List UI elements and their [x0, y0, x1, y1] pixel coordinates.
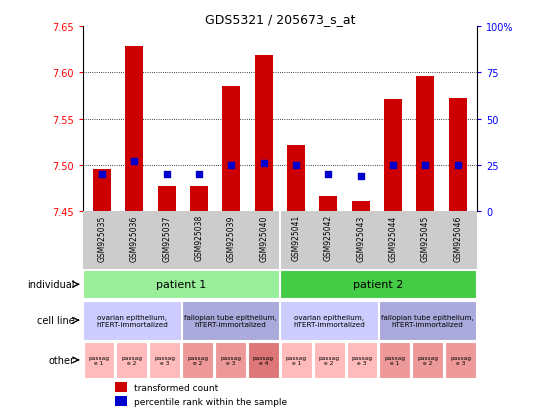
FancyBboxPatch shape: [379, 301, 477, 340]
Point: [454, 162, 462, 169]
Text: passag
e 2: passag e 2: [122, 355, 142, 366]
Point: [130, 159, 139, 165]
Text: GSM925046: GSM925046: [453, 215, 462, 261]
FancyBboxPatch shape: [117, 342, 147, 378]
Text: GSM925036: GSM925036: [130, 215, 139, 261]
Text: GSM925044: GSM925044: [389, 215, 398, 261]
Text: ovarian epithelium,
hTERT-immortalized: ovarian epithelium, hTERT-immortalized: [293, 314, 365, 327]
Text: individual: individual: [27, 280, 75, 290]
FancyBboxPatch shape: [280, 271, 477, 299]
Text: GSM925037: GSM925037: [162, 215, 171, 261]
Point: [163, 171, 171, 178]
Bar: [287, 146, 305, 212]
Text: passag
e 3: passag e 3: [450, 355, 471, 366]
FancyBboxPatch shape: [83, 271, 279, 299]
Text: passag
e 1: passag e 1: [286, 355, 307, 366]
Point: [260, 160, 268, 167]
FancyBboxPatch shape: [182, 342, 213, 378]
Text: passag
e 3: passag e 3: [220, 355, 241, 366]
Bar: [416, 77, 434, 212]
Text: transformed count: transformed count: [134, 383, 218, 392]
FancyBboxPatch shape: [182, 301, 279, 340]
Bar: [125, 47, 143, 212]
Text: passag
e 2: passag e 2: [319, 355, 340, 366]
Text: fallopian tube epithelium,
hTERT-immortalized: fallopian tube epithelium, hTERT-immorta…: [381, 314, 474, 327]
FancyBboxPatch shape: [281, 342, 312, 378]
Text: patient 2: patient 2: [353, 280, 403, 290]
Bar: [222, 87, 240, 212]
Text: passag
e 3: passag e 3: [351, 355, 373, 366]
Text: GSM925045: GSM925045: [421, 215, 430, 261]
Text: cell line: cell line: [37, 316, 75, 325]
Point: [292, 162, 300, 169]
Point: [324, 171, 333, 178]
FancyBboxPatch shape: [149, 342, 180, 378]
Text: passag
e 2: passag e 2: [417, 355, 438, 366]
Text: GSM925038: GSM925038: [195, 215, 204, 261]
FancyBboxPatch shape: [379, 342, 410, 378]
Bar: [116, 382, 127, 392]
Text: GSM925039: GSM925039: [227, 215, 236, 261]
Text: passag
e 2: passag e 2: [187, 355, 208, 366]
FancyBboxPatch shape: [248, 342, 279, 378]
Text: GSM925043: GSM925043: [356, 215, 365, 261]
FancyBboxPatch shape: [314, 342, 344, 378]
Text: patient 1: patient 1: [156, 280, 206, 290]
FancyBboxPatch shape: [83, 301, 181, 340]
Text: other: other: [49, 355, 75, 365]
FancyBboxPatch shape: [346, 342, 377, 378]
FancyBboxPatch shape: [413, 342, 443, 378]
Point: [98, 171, 106, 178]
Text: passag
e 1: passag e 1: [384, 355, 406, 366]
Text: fallopian tube epithelium,
hTERT-immortalized: fallopian tube epithelium, hTERT-immorta…: [184, 314, 277, 327]
Text: GSM925041: GSM925041: [292, 215, 301, 261]
Bar: [190, 187, 208, 212]
Text: ovarian epithelium,
hTERT-immortalized: ovarian epithelium, hTERT-immortalized: [96, 314, 168, 327]
Point: [227, 162, 236, 169]
Bar: [449, 99, 466, 212]
Point: [389, 162, 397, 169]
FancyBboxPatch shape: [445, 342, 476, 378]
Title: GDS5321 / 205673_s_at: GDS5321 / 205673_s_at: [205, 13, 355, 26]
Bar: [158, 187, 175, 212]
Bar: [255, 55, 272, 212]
Text: GSM925040: GSM925040: [259, 215, 268, 261]
Bar: [319, 197, 337, 212]
Point: [421, 162, 430, 169]
FancyBboxPatch shape: [84, 342, 115, 378]
Text: percentile rank within the sample: percentile rank within the sample: [134, 397, 287, 406]
Bar: [116, 396, 127, 406]
FancyBboxPatch shape: [215, 342, 246, 378]
FancyBboxPatch shape: [280, 301, 378, 340]
Text: passag
e 3: passag e 3: [154, 355, 175, 366]
Bar: [384, 100, 402, 212]
Text: passag
e 1: passag e 1: [88, 355, 110, 366]
Point: [195, 171, 203, 178]
Text: GSM925035: GSM925035: [98, 215, 107, 261]
Bar: [352, 202, 369, 212]
Text: passag
e 4: passag e 4: [253, 355, 274, 366]
Text: GSM925042: GSM925042: [324, 215, 333, 261]
Bar: [93, 169, 111, 212]
Point: [357, 173, 365, 180]
